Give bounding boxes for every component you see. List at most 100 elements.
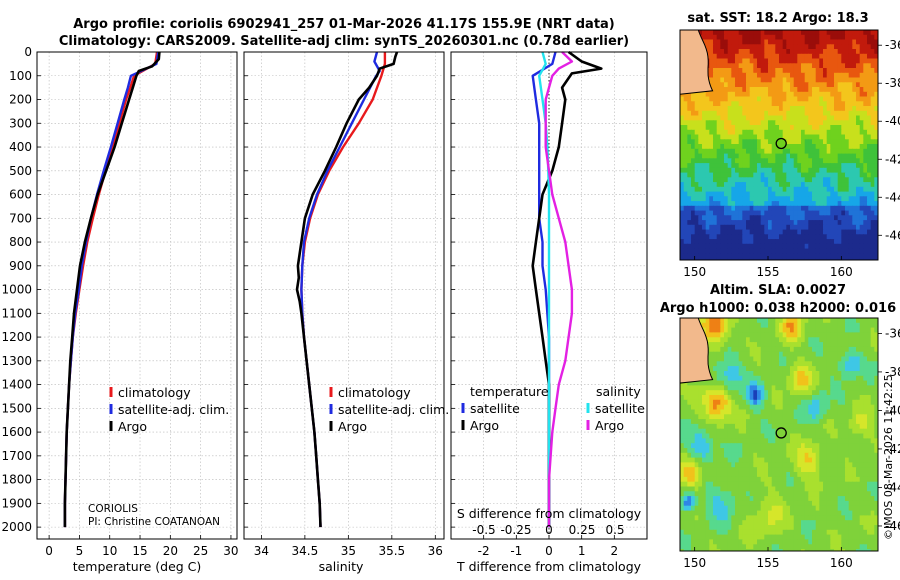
map-cell	[852, 234, 857, 240]
map-cell	[716, 327, 721, 333]
map-cell	[863, 476, 868, 483]
map-cell	[837, 106, 842, 112]
map-cell	[694, 390, 699, 396]
map-cell	[764, 366, 769, 372]
map-cell	[863, 380, 868, 386]
map-cell	[782, 443, 787, 449]
map-cell	[727, 248, 732, 254]
map-cell	[716, 63, 721, 69]
map-cell	[720, 229, 725, 235]
map-cell	[837, 110, 842, 117]
map-cell	[797, 375, 802, 382]
map-cell	[819, 443, 824, 449]
map-cell	[694, 91, 699, 98]
map-cell	[819, 96, 824, 102]
map-cell	[713, 258, 718, 260]
map-cell	[709, 390, 714, 396]
map-cell	[812, 87, 817, 93]
map-cell	[841, 167, 846, 174]
map-cell	[797, 87, 802, 93]
map-cell	[760, 385, 765, 391]
map-cell	[746, 68, 751, 74]
map-cell	[687, 229, 692, 235]
map-cell	[753, 258, 758, 260]
map-cell	[779, 224, 784, 231]
map-cell	[720, 332, 725, 338]
map-cell	[823, 443, 828, 449]
map-cell	[768, 318, 773, 324]
map-cell	[720, 395, 725, 401]
map-cell	[753, 205, 758, 212]
map-cell	[735, 496, 740, 502]
map-cell	[742, 414, 747, 420]
map-cell	[848, 186, 853, 193]
map-cell	[856, 419, 861, 425]
map-cell	[683, 191, 688, 197]
map-cell	[680, 428, 685, 435]
map-cell	[808, 229, 813, 235]
map-cell	[863, 68, 868, 74]
map-cell	[790, 452, 795, 459]
map-cell	[848, 182, 853, 188]
map-cell	[808, 243, 813, 250]
map-cell	[808, 327, 813, 333]
map-cell	[782, 30, 787, 36]
map-cell	[683, 234, 688, 240]
map-cell	[680, 239, 685, 245]
map-cell	[713, 443, 718, 449]
map-cell	[826, 34, 831, 41]
map-cell	[757, 375, 762, 382]
map-cell	[738, 366, 743, 372]
map-cell	[859, 82, 864, 88]
map-cell	[782, 101, 787, 107]
map-cell	[823, 153, 828, 159]
map-cell	[826, 486, 831, 492]
map-cell	[867, 390, 872, 396]
map-cell	[790, 457, 795, 463]
map-cell	[874, 332, 878, 338]
map-cell	[731, 390, 736, 396]
map-cell	[867, 53, 872, 60]
map-cell	[779, 438, 784, 444]
map-cell	[691, 395, 696, 401]
map-cell	[757, 443, 762, 449]
map-cell	[680, 481, 685, 488]
map-cell	[771, 390, 776, 396]
map-cell	[804, 371, 809, 377]
map-cell	[797, 234, 802, 240]
map-cell	[771, 380, 776, 386]
map-cell	[687, 452, 692, 459]
map-cell	[830, 106, 835, 112]
map-cell	[819, 191, 824, 197]
map-cell	[779, 419, 784, 425]
map-cell	[768, 409, 773, 415]
map-cell	[698, 318, 703, 324]
map-cell	[727, 87, 732, 93]
map-cell	[760, 327, 765, 333]
map-cell	[775, 229, 780, 235]
map-cell	[848, 342, 853, 348]
map-cell	[804, 177, 809, 183]
map-cell	[768, 438, 773, 444]
map-cell	[698, 210, 703, 216]
map-cell	[863, 404, 868, 411]
map-cell	[757, 409, 762, 415]
map-cell	[845, 220, 850, 226]
map-cell	[702, 167, 707, 174]
map-cell	[859, 342, 864, 348]
map-cell	[815, 491, 820, 497]
map-cell	[793, 82, 798, 88]
map-cell	[694, 258, 699, 260]
map-cell	[819, 356, 824, 362]
map-cell	[757, 395, 762, 401]
map-cell	[848, 49, 853, 55]
map-cell	[760, 472, 765, 478]
map-cell	[757, 68, 762, 74]
map-cell	[683, 476, 688, 483]
map-cell	[702, 224, 707, 231]
map-cell	[834, 239, 839, 245]
map-cell	[713, 248, 718, 254]
map-cell	[746, 327, 751, 333]
map-cell	[815, 163, 820, 169]
map-cell	[771, 63, 776, 69]
